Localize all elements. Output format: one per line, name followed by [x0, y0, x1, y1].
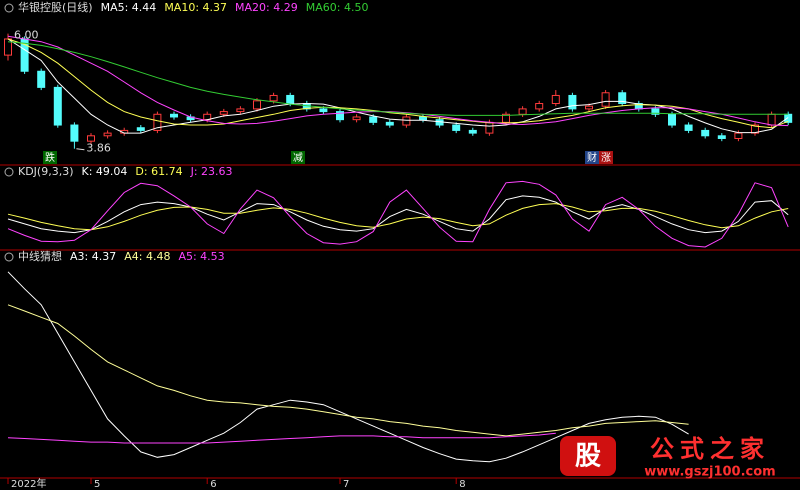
candle-body — [402, 116, 411, 126]
x-tick-label: 2022年 — [11, 477, 46, 490]
candle-body — [784, 113, 793, 123]
legend-entry: K: 49.04 — [82, 165, 128, 178]
site-name: 公式之家 — [650, 435, 770, 463]
candle-body — [468, 129, 477, 134]
candle-body — [767, 113, 776, 126]
x-tick-label: 8 — [459, 479, 465, 490]
event-badge — [43, 151, 57, 164]
legend-entry: A4: 4.48 — [124, 250, 170, 263]
site-url: www.gszj100.com — [644, 465, 775, 480]
series-line — [7, 271, 689, 463]
candle-body — [70, 124, 79, 142]
candle-body — [319, 108, 328, 113]
event-badge — [291, 151, 305, 164]
logo-bg — [560, 436, 616, 476]
candle-body — [37, 70, 46, 88]
event-label: 跌 — [45, 151, 55, 164]
candle-body — [668, 113, 676, 126]
candle-body — [618, 92, 627, 105]
candle-body — [103, 132, 112, 137]
candle-body — [336, 111, 344, 121]
watermark: 股 公式之家 www.gszj100.com — [560, 435, 776, 480]
candle-body — [485, 121, 494, 134]
low-annotation: 3.86 — [86, 142, 111, 155]
legend-entry: A5: 4.53 — [178, 250, 224, 263]
candle-body — [717, 135, 726, 139]
candle-body — [601, 92, 610, 107]
header-icon — [4, 252, 14, 262]
candle-body — [651, 108, 660, 115]
candle-body — [535, 103, 544, 110]
event-badge — [585, 151, 599, 164]
x-tick-label: 5 — [94, 479, 100, 490]
candle-body — [452, 124, 461, 131]
candle-body — [568, 94, 577, 110]
candle-body — [585, 105, 593, 110]
candle-body — [269, 94, 278, 102]
candle-body — [4, 38, 12, 56]
event-badge — [599, 151, 613, 164]
panel-title: 华银控股(日线) — [18, 0, 93, 14]
logo: 股 — [575, 442, 601, 472]
candle-body — [551, 94, 560, 105]
candle-body — [236, 108, 245, 113]
candle-body — [170, 113, 178, 118]
candle-body — [87, 135, 95, 142]
event-label: 涨 — [601, 152, 611, 164]
candle-body — [419, 116, 427, 121]
candle-body — [734, 132, 743, 139]
series-line — [7, 41, 789, 116]
series-line — [7, 203, 789, 231]
legend-entry: MA5: 4.44 — [101, 1, 157, 14]
legend-entry: MA10: 4.37 — [164, 1, 227, 14]
candle-body — [219, 111, 228, 115]
x-tick-label: 6 — [210, 479, 216, 490]
candle-body — [385, 121, 394, 126]
candle-body — [684, 124, 693, 131]
candle-body — [369, 116, 378, 123]
header-icon — [4, 167, 14, 177]
candle-body — [502, 113, 510, 123]
candle-body — [701, 129, 710, 137]
series-line — [7, 304, 689, 437]
legend-entry: A3: 4.37 — [70, 250, 116, 263]
x-tick-label: 7 — [343, 479, 349, 490]
event-label: 财 — [587, 151, 597, 164]
legend-entry: D: 61.74 — [135, 165, 182, 178]
series-line — [7, 432, 556, 444]
candle-body — [53, 86, 62, 126]
legend-entry: MA20: 4.29 — [235, 1, 298, 14]
high-annotation: 6.00 — [14, 29, 39, 42]
legend-entry: J: 23.63 — [190, 165, 233, 178]
candle-body — [751, 124, 759, 134]
series-line — [7, 195, 789, 234]
annotation-pointer — [76, 148, 85, 151]
candle-body — [153, 113, 162, 131]
series-line — [7, 38, 789, 129]
candle-body — [286, 94, 295, 105]
series-line — [7, 180, 789, 248]
candle-body — [253, 100, 261, 110]
panel-title: KDJ(9,3,3) — [18, 165, 74, 178]
candle-body — [136, 127, 145, 131]
header-icon — [4, 3, 14, 13]
panel-title: 中线猜想 — [18, 249, 62, 263]
candle-body — [352, 116, 361, 121]
event-label: 减 — [293, 152, 303, 164]
legend-entry: MA60: 4.50 — [306, 1, 369, 14]
candle-body — [518, 108, 527, 115]
